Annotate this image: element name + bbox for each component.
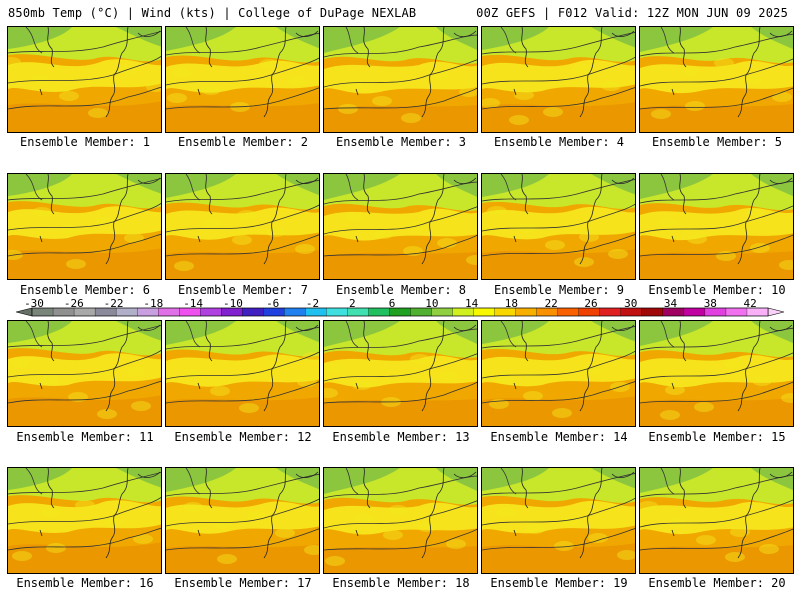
colorbar-tick-label: 34 xyxy=(664,298,678,310)
ensemble-member-label: Ensemble Member: 17 xyxy=(174,576,312,590)
temperature-map-svg xyxy=(166,174,319,279)
colorbar-tick-label: -30 xyxy=(24,298,44,310)
ensemble-member-label: Ensemble Member: 20 xyxy=(648,576,786,590)
ensemble-member-label: Ensemble Member: 9 xyxy=(493,283,625,297)
temperature-map-svg xyxy=(640,174,793,279)
colorbar-tick-label: 42 xyxy=(743,298,756,310)
colorbar-swatch xyxy=(200,307,222,317)
ensemble-member-map xyxy=(7,467,162,574)
ensemble-member-map xyxy=(639,467,794,574)
temperature-map-svg xyxy=(482,321,635,426)
temperature-map-svg xyxy=(324,174,477,279)
temperature-map-svg xyxy=(324,468,477,573)
temperature-map-svg xyxy=(166,27,319,132)
ensemble-member-label: Ensemble Member: 18 xyxy=(332,576,470,590)
colorbar-tick-label: -14 xyxy=(183,298,203,310)
colorbar-tick-label: 18 xyxy=(505,298,518,310)
temperature-map-svg xyxy=(8,174,161,279)
ensemble-member-label: Ensemble Member: 3 xyxy=(335,135,467,149)
ensemble-member-label: Ensemble Member: 14 xyxy=(490,430,628,444)
header-title-right: 00Z GEFS | F012 Valid: 12Z MON JUN 09 20… xyxy=(476,6,788,20)
ensemble-member-label: Ensemble Member: 16 xyxy=(16,576,154,590)
colorbar-swatch xyxy=(599,307,622,317)
ensemble-member-label: Ensemble Member: 12 xyxy=(174,430,312,444)
colorbar-tick-label: -26 xyxy=(64,298,84,310)
temperature-map-svg xyxy=(640,468,793,573)
colorbar-tick-label: 38 xyxy=(704,298,717,310)
colorbar-swatch xyxy=(368,307,390,317)
colorbar-swatch xyxy=(284,307,306,317)
temperature-map-svg xyxy=(8,468,161,573)
ensemble-member-map xyxy=(323,173,478,280)
colorbar-tick-label: -22 xyxy=(104,298,124,310)
ensemble-member-label: Ensemble Member: 8 xyxy=(335,283,467,297)
colorbar-tick-label: 30 xyxy=(624,298,637,310)
colorbar-swatch xyxy=(683,307,706,317)
ensemble-member-label: Ensemble Member: 4 xyxy=(493,135,625,149)
ensemble-member-label: Ensemble Member: 10 xyxy=(648,283,786,297)
colorbar-swatch xyxy=(557,307,580,317)
ensemble-member-map xyxy=(323,26,478,133)
colorbar-swatch xyxy=(641,307,664,317)
ensemble-member-label: Ensemble Member: 15 xyxy=(648,430,786,444)
ensemble-member-label: Ensemble Member: 5 xyxy=(651,135,783,149)
colorbar-tick-label: 6 xyxy=(389,298,396,310)
temperature-map-svg xyxy=(640,27,793,132)
ensemble-member-map xyxy=(639,26,794,133)
temperature-map-svg xyxy=(166,468,319,573)
ensemble-member-map xyxy=(639,320,794,427)
ensemble-member-label: Ensemble Member: 7 xyxy=(177,283,309,297)
temperature-map-svg xyxy=(8,27,161,132)
colorbar-tick-label: -18 xyxy=(143,298,163,310)
colorbar-tick-label: -6 xyxy=(266,298,279,310)
colorbar-tick-label: 22 xyxy=(545,298,558,310)
ensemble-member-map xyxy=(481,173,636,280)
temperature-map-svg xyxy=(482,27,635,132)
ensemble-member-map xyxy=(165,173,320,280)
colorbar-tick-label: -10 xyxy=(223,298,243,310)
temperature-colorbar: -30 -26 -22 -18 -14 -10 -6 -2 2 6 10 14 18 22 26 30 34 38… xyxy=(15,298,785,317)
ensemble-member-map xyxy=(7,26,162,133)
ensemble-member-map xyxy=(481,467,636,574)
temperature-map-svg xyxy=(324,27,477,132)
ensemble-member-map xyxy=(165,26,320,133)
ensemble-member-map xyxy=(165,467,320,574)
ensemble-member-map xyxy=(323,320,478,427)
colorbar-tick-label: 26 xyxy=(584,298,597,310)
colorbar-swatch xyxy=(326,307,348,317)
temperature-map-svg xyxy=(640,321,793,426)
temperature-map-svg xyxy=(482,174,635,279)
ensemble-member-label: Ensemble Member: 6 xyxy=(19,283,151,297)
ensemble-member-map xyxy=(7,173,162,280)
ensemble-member-label: Ensemble Member: 13 xyxy=(332,430,470,444)
colorbar-tick-label: 2 xyxy=(349,298,356,310)
ensemble-member-label: Ensemble Member: 19 xyxy=(490,576,628,590)
ensemble-member-label: Ensemble Member: 2 xyxy=(177,135,309,149)
ensemble-member-map xyxy=(639,173,794,280)
colorbar-swatch xyxy=(515,307,538,317)
colorbar-swatch xyxy=(242,307,264,317)
ensemble-member-map xyxy=(7,320,162,427)
ensemble-member-map xyxy=(323,467,478,574)
ensemble-member-map xyxy=(481,320,636,427)
temperature-map-svg xyxy=(482,468,635,573)
temperature-map-svg xyxy=(8,321,161,426)
ensemble-member-label: Ensemble Member: 11 xyxy=(16,430,154,444)
header-title-left: 850mb Temp (°C) | Wind (kts) | College o… xyxy=(8,6,417,20)
colorbar-tick-label: -2 xyxy=(306,298,319,310)
colorbar-tick-label: 10 xyxy=(425,298,438,310)
ensemble-member-label: Ensemble Member: 1 xyxy=(19,135,151,149)
ensemble-member-map xyxy=(481,26,636,133)
colorbar-tick-label: 14 xyxy=(465,298,479,310)
temperature-map-svg xyxy=(324,321,477,426)
ensemble-member-map xyxy=(165,320,320,427)
colorbar-arrow-right xyxy=(767,307,785,317)
temperature-map-svg xyxy=(166,321,319,426)
